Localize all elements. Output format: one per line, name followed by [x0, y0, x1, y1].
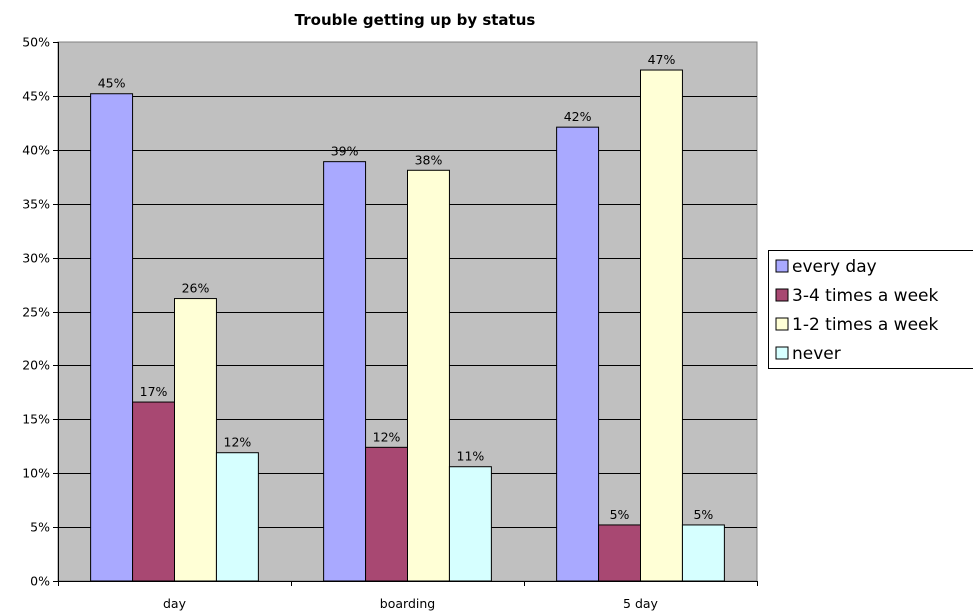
data-label: 12%	[373, 429, 401, 444]
y-tick-label: 15%	[22, 412, 50, 427]
bar-1-2-times-a-week-day	[174, 298, 217, 582]
legend-swatch	[775, 288, 789, 302]
bar-every-day-day	[90, 93, 134, 582]
data-label: 47%	[648, 52, 676, 67]
y-tick-label: 40%	[22, 143, 50, 158]
x-tick-label: 5 day	[623, 596, 659, 611]
bar-1-2-times-a-week-boarding	[407, 169, 450, 582]
data-label: 12%	[224, 435, 252, 450]
y-tick-label: 45%	[22, 89, 50, 104]
data-label: 5%	[610, 507, 630, 522]
data-label: 11%	[457, 449, 485, 464]
data-label: 42%	[564, 109, 592, 124]
chart-title: Trouble getting up by status	[295, 11, 536, 29]
bar-never-boarding	[448, 466, 492, 582]
bar-3-4-times-a-week-day	[132, 401, 175, 582]
y-tick-label: 35%	[22, 197, 50, 212]
data-label: 39%	[331, 144, 359, 159]
y-tick-label: 25%	[22, 305, 50, 320]
bar-1-2-times-a-week-5-day	[640, 69, 683, 582]
legend-label: 1-2 times a week	[792, 315, 938, 335]
data-label: 38%	[415, 152, 443, 167]
plot-area: 0% 5% 10% 15% 20% 25% 30% 35% 40% 45% 50% 45% 17% 26%…	[22, 35, 758, 611]
y-tick-label: 5%	[30, 520, 50, 535]
data-label: 45%	[98, 76, 126, 91]
bar-never-day	[215, 452, 259, 582]
y-tick-label: 50%	[22, 35, 50, 50]
legend-swatch	[775, 346, 789, 360]
bar-never-5-day	[681, 524, 725, 582]
x-tick-label: boarding	[380, 596, 435, 611]
data-label: 26%	[182, 281, 210, 296]
legend-box	[768, 250, 973, 369]
y-tick-label: 10%	[22, 466, 50, 481]
data-label: 17%	[140, 384, 168, 399]
legend-swatch	[775, 259, 789, 273]
y-tick-label: 0%	[30, 574, 50, 589]
bar-3-4-times-a-week-5-day	[598, 524, 641, 582]
data-label: 5%	[693, 507, 713, 522]
legend-swatch	[775, 317, 789, 331]
x-tick-label: day	[163, 596, 187, 611]
bar-3-4-times-a-week-boarding	[365, 446, 408, 582]
legend-label: never	[792, 344, 841, 364]
bar-every-day-5-day	[556, 126, 600, 582]
legend: every day 3-4 times a week 1-2 times a wee…	[768, 250, 973, 369]
y-tick-label: 30%	[22, 251, 50, 266]
legend-label: every day	[792, 257, 877, 277]
y-tick-label: 20%	[22, 358, 50, 373]
legend-label: 3-4 times a week	[792, 286, 938, 306]
bar-every-day-boarding	[323, 161, 367, 582]
